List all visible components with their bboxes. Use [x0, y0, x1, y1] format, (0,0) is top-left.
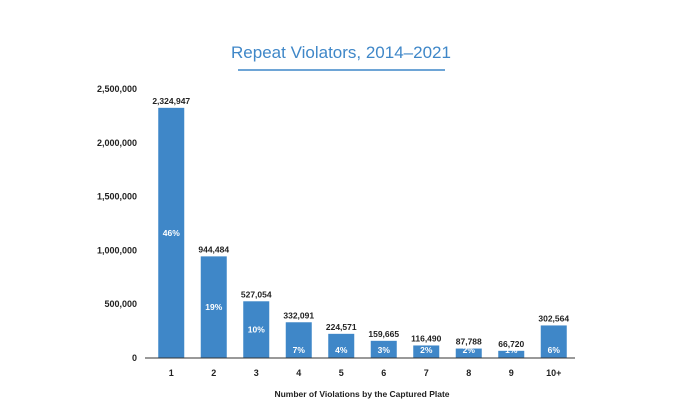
- bar-value-label: 87,788: [456, 337, 482, 347]
- bar-percent-label: 19%: [205, 302, 222, 312]
- y-tick-label: 2,000,000: [97, 138, 137, 148]
- value-labels: 2,324,947 944,484 527,054 332,091 224,571 159…: [152, 96, 569, 349]
- bar: [455, 348, 482, 358]
- bar-value-label: 944,484: [198, 244, 229, 254]
- bar-value-label: 66,720: [498, 339, 524, 349]
- y-tick-label: 2,500,000: [97, 84, 137, 94]
- x-tick-label: 4: [296, 368, 301, 378]
- bar: [498, 350, 525, 358]
- bar: [285, 322, 312, 358]
- bar-value-label: 527,054: [241, 289, 272, 299]
- y-tick-label: 1,000,000: [97, 245, 137, 255]
- x-tick-label: 1: [169, 368, 174, 378]
- chart-title: Repeat Violators, 2014–2021: [231, 43, 451, 62]
- bar-percent-label: 4%: [335, 345, 348, 355]
- y-tick-label: 0: [132, 353, 137, 363]
- bar-percent-label: 6%: [548, 345, 561, 355]
- x-tick-label: 8: [466, 368, 471, 378]
- bar-value-label: 116,490: [411, 333, 442, 343]
- x-axis-title: Number of Violations by the Captured Pla…: [274, 389, 449, 399]
- bar: [200, 256, 227, 358]
- bar: [243, 301, 270, 358]
- y-tick-label: 1,500,000: [97, 192, 137, 202]
- bar: [540, 325, 567, 358]
- x-tick-label: 9: [509, 368, 514, 378]
- bar-percent-label: 46%: [163, 228, 180, 238]
- bar-value-label: 159,665: [368, 329, 399, 339]
- bar: [158, 107, 185, 359]
- bar-percent-label: 10%: [248, 325, 265, 335]
- percent-labels: 46% 19% 10% 7% 4% 3% 2% 2% 1% 6%: [163, 228, 561, 355]
- bar-percent-label: 3%: [378, 345, 391, 355]
- bar: [328, 333, 355, 358]
- bar-value-label: 332,091: [283, 310, 314, 320]
- bars: [158, 107, 567, 359]
- y-tick-label: 500,000: [104, 299, 137, 309]
- bar-percent-label: 2%: [420, 345, 433, 355]
- x-tick-label: 7: [424, 368, 429, 378]
- y-axis-ticks: 0 500,000 1,000,000 1,500,000 2,000,000 2,500…: [97, 84, 137, 363]
- bar: [413, 345, 440, 358]
- x-tick-label: 2: [211, 368, 216, 378]
- bar-value-label: 302,564: [538, 313, 569, 323]
- bar: [370, 340, 397, 358]
- bar-value-label: 224,571: [326, 322, 357, 332]
- x-tick-label: 5: [339, 368, 344, 378]
- bar-percent-label: 1%: [505, 345, 518, 355]
- bar-percent-label: 2%: [463, 345, 476, 355]
- x-tick-label: 3: [254, 368, 259, 378]
- x-axis-ticks: 1 2 3 4 5 6 7 8 9 10+: [169, 368, 562, 378]
- x-tick-label: 6: [381, 368, 386, 378]
- bar-value-label: 2,324,947: [152, 96, 190, 106]
- bar-percent-label: 7%: [293, 345, 306, 355]
- x-tick-label: 10+: [546, 368, 561, 378]
